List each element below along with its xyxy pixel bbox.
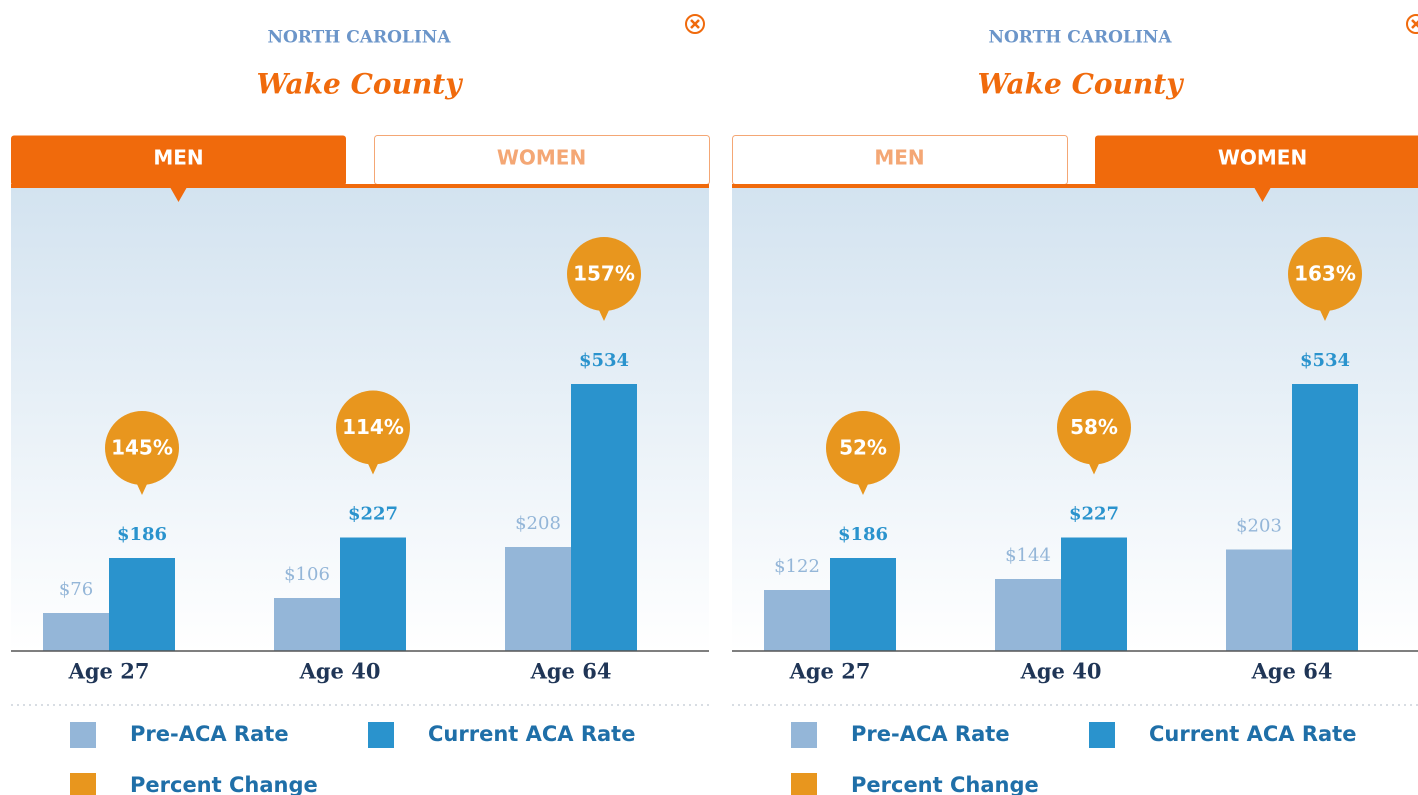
value-label: $534	[579, 350, 629, 371]
value-label: $144	[1005, 545, 1051, 566]
category-label: Age 40	[299, 659, 381, 684]
value-label: $76	[59, 579, 93, 600]
bar	[830, 558, 896, 651]
tab[interactable]: MEN	[732, 135, 1068, 185]
tab[interactable]: WOMEN	[374, 135, 710, 185]
legend-swatch	[1089, 722, 1115, 748]
value-label: $186	[117, 524, 167, 545]
legend-swatch	[791, 773, 817, 795]
value-label: $227	[348, 504, 398, 525]
bar	[340, 537, 406, 651]
close-icon	[1411, 19, 1418, 29]
bar	[571, 384, 637, 651]
percent-bubble-pointer	[857, 482, 869, 495]
tab-pointer	[1254, 188, 1271, 202]
bar	[505, 547, 571, 651]
percent-bubble	[105, 411, 179, 485]
percent-label: 163%	[1294, 262, 1356, 286]
legend-label: Pre-ACA Rate	[130, 722, 289, 746]
tab-label: MEN	[874, 146, 924, 170]
percent-label: 52%	[839, 436, 887, 460]
category-label: Age 64	[530, 659, 612, 684]
legend-swatch	[368, 722, 394, 748]
tab-underline	[11, 184, 709, 188]
percent-label: 58%	[1070, 415, 1118, 439]
bar	[274, 598, 340, 651]
bar	[1292, 384, 1358, 651]
bar	[995, 579, 1061, 651]
panel: NORTH CAROLINA Wake County MEN WOMEN $76 $186…	[11, 14, 710, 795]
value-label: $203	[1236, 516, 1282, 537]
tab-background	[11, 135, 346, 186]
legend-swatch	[70, 773, 96, 795]
category-label: Age 27	[789, 659, 871, 684]
percent-bubble	[1057, 390, 1131, 465]
percent-label: 145%	[111, 436, 173, 460]
value-label: $106	[284, 564, 330, 585]
county-title: Wake County	[978, 68, 1185, 101]
legend-swatch	[70, 722, 96, 748]
category-label: Age 27	[68, 659, 150, 684]
percent-bubble	[336, 390, 410, 465]
bar	[109, 558, 175, 651]
percent-bubble-pointer	[598, 308, 610, 321]
value-label: $186	[838, 524, 888, 545]
legend-label: Percent Change	[130, 773, 318, 795]
county-title: Wake County	[257, 68, 464, 101]
bar	[1226, 549, 1292, 651]
panel: NORTH CAROLINA Wake County MEN WOMEN $122 $18…	[732, 14, 1418, 795]
tab-pointer	[170, 188, 187, 202]
close-icon	[690, 19, 700, 29]
percent-bubble-pointer	[1088, 461, 1100, 475]
bar	[1061, 537, 1127, 651]
percent-bubble	[826, 411, 900, 485]
legend-label: Current ACA Rate	[428, 722, 635, 746]
percent-bubble-pointer	[367, 461, 379, 475]
value-label: $534	[1300, 350, 1350, 371]
legend-swatch	[791, 722, 817, 748]
tab-underline	[732, 184, 1418, 188]
legend-label: Percent Change	[851, 773, 1039, 795]
close-icon	[685, 14, 705, 34]
close-button[interactable]	[685, 14, 705, 34]
tab-label: WOMEN	[1218, 146, 1307, 170]
category-label: Age 64	[1251, 659, 1333, 684]
state-title: NORTH CAROLINA	[988, 28, 1172, 48]
tab-label: WOMEN	[497, 146, 586, 170]
value-label: $227	[1069, 504, 1119, 525]
legend-label: Pre-ACA Rate	[851, 722, 1010, 746]
state-title: NORTH CAROLINA	[267, 28, 451, 48]
percent-bubble	[1288, 237, 1362, 311]
percent-bubble-pointer	[1319, 308, 1331, 321]
tab-background	[1095, 135, 1418, 186]
tab[interactable]: MEN	[11, 135, 346, 186]
category-label: Age 40	[1020, 659, 1102, 684]
percent-bubble	[567, 237, 641, 311]
legend-label: Current ACA Rate	[1149, 722, 1356, 746]
percent-label: 114%	[342, 415, 404, 439]
percent-bubble-pointer	[136, 482, 148, 495]
value-label: $122	[774, 556, 820, 577]
tab-label: MEN	[153, 146, 203, 170]
tab[interactable]: WOMEN	[1095, 135, 1418, 186]
close-icon	[1406, 14, 1418, 34]
close-button[interactable]	[1406, 14, 1418, 34]
bar	[764, 590, 830, 651]
value-label: $208	[515, 513, 561, 534]
percent-label: 157%	[573, 262, 635, 286]
bar	[43, 613, 109, 651]
